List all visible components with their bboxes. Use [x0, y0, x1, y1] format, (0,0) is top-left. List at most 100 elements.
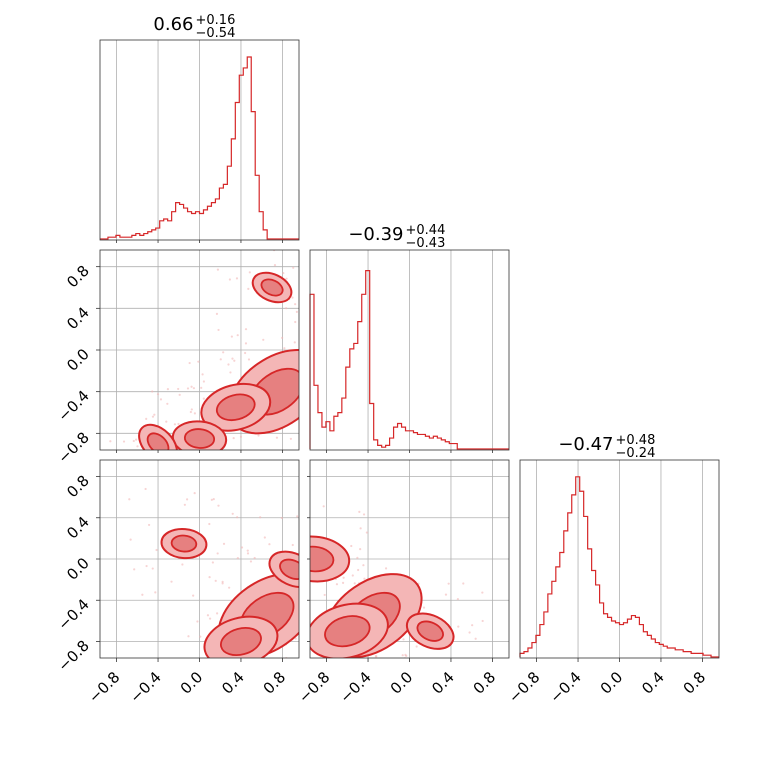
pair-3-1-point — [236, 557, 239, 560]
title-value-2: −0.39 — [348, 224, 403, 245]
title-value-1: 0.66 — [153, 14, 193, 35]
pair-2-1-point — [289, 437, 292, 440]
pair-2-1-point — [244, 342, 248, 345]
pair-3-2-point — [422, 606, 426, 609]
pair-3-1-point — [210, 498, 213, 501]
pair-3-2-point — [362, 513, 366, 516]
pair-2-1-point — [135, 438, 138, 441]
pair-2-1-point — [186, 387, 190, 390]
pair-2-1-point — [244, 351, 247, 355]
pair-2-1-point — [159, 398, 163, 401]
pair-2-1-point — [202, 397, 205, 400]
pair-2-1-point — [285, 307, 288, 310]
pair-2-1-point — [244, 328, 248, 331]
pair-2-1-point — [293, 341, 296, 344]
pair-2-1-contour-inner — [215, 393, 256, 422]
pair-3-1-point — [199, 635, 202, 638]
pair-2-1-point — [275, 436, 279, 439]
pair-3-1-point — [249, 560, 253, 563]
title-lower-error-1: −0.54 — [196, 26, 236, 41]
pair-3-2-point — [341, 581, 345, 584]
panel-title-3: −0.47 +0.48−0.24 — [558, 433, 655, 461]
pair-2-1-point — [190, 408, 193, 411]
pair-3-1-contour-inner — [170, 534, 198, 553]
pair-3-1-point — [253, 556, 256, 560]
pair-2-1-point — [247, 358, 251, 361]
pair-2-1-point — [177, 422, 180, 426]
panel-title-1: 0.66 +0.16−0.54 — [153, 13, 235, 41]
pair-2-1-point — [132, 439, 135, 443]
pair-2-1-point — [136, 445, 139, 448]
pair-2-1-point — [156, 393, 160, 396]
pair-2-1-point — [200, 386, 203, 389]
pair-3-2-point — [462, 582, 465, 585]
pair-2-1-point — [292, 266, 295, 269]
pair-3-1-point — [217, 504, 220, 507]
title-upper-error-3: +0.48 — [616, 433, 656, 448]
pair-3-2-contours — [310, 505, 484, 658]
pair-3-2-point — [481, 591, 484, 594]
pair-3-2-point — [323, 593, 326, 597]
pair-2-1-point — [189, 410, 192, 414]
pair-3-1-point — [206, 614, 210, 617]
pair-2-1-point — [228, 278, 232, 281]
pair-3-1-point — [144, 487, 147, 491]
pair-2-1-point — [145, 417, 148, 421]
pair-2-1-point — [122, 440, 126, 443]
title-lower-error-3: −0.24 — [616, 446, 656, 461]
pair-3-2-point — [322, 505, 325, 508]
pair-2-1-point — [197, 360, 200, 363]
pair-3-2-panel — [310, 460, 509, 658]
pair-3-2-point — [468, 631, 471, 634]
pair-2-1-point — [294, 303, 297, 306]
pair-2-1-point — [233, 359, 236, 362]
pair-3-1-point — [294, 637, 297, 640]
pair-3-2-point — [358, 510, 361, 513]
pair-3-1-point — [259, 516, 262, 519]
pair-3-2-point — [359, 527, 362, 530]
pair-3-1-point — [211, 561, 214, 564]
pair-3-2-point — [350, 544, 353, 548]
pair-3-1-point — [208, 576, 211, 579]
pair-2-1-point — [151, 390, 154, 393]
pair-2-1-point — [247, 287, 250, 290]
pair-2-1-point — [281, 336, 284, 339]
pair-2-1-point — [229, 371, 232, 374]
pair-2-1-point — [230, 335, 233, 338]
pair-3-1-point — [154, 591, 157, 594]
pair-3-1-point — [151, 567, 154, 570]
pair-3-1-point — [185, 498, 189, 501]
pair-3-1-point — [216, 612, 219, 615]
pair-2-1-contours — [109, 250, 299, 450]
pair-3-1-point — [246, 549, 249, 552]
pair-3-1-point — [222, 542, 226, 545]
pair-2-1-point — [227, 363, 230, 366]
pair-3-1-point — [221, 580, 224, 584]
pair-3-2-contour-inner — [416, 620, 444, 642]
diag-2-panel — [309, 250, 509, 450]
pair-3-2-point — [402, 638, 405, 641]
pair-2-1-point — [177, 387, 180, 391]
pair-3-1-point — [231, 512, 234, 515]
pair-3-1-point — [208, 617, 212, 620]
pair-3-2-point — [362, 564, 365, 567]
pair-2-1-point — [236, 334, 239, 337]
pair-3-2-point — [456, 598, 459, 601]
pair-3-2-point — [481, 619, 484, 623]
pair-2-1-contour-inner — [260, 278, 284, 297]
pair-2-1-point — [216, 268, 220, 271]
pair-2-1-point — [202, 380, 206, 383]
pair-3-2-point — [375, 655, 378, 658]
pair-2-1-point — [193, 412, 196, 415]
pair-3-2-point — [415, 645, 418, 648]
pair-3-1-point — [240, 546, 244, 549]
pair-3-1-point — [128, 498, 131, 501]
pair-3-1-contour-inner — [220, 626, 262, 657]
pair-3-1-point — [129, 538, 132, 541]
pair-2-1-point — [295, 310, 298, 313]
pair-3-1-point — [216, 552, 219, 555]
pair-2-1-point — [222, 351, 225, 354]
pair-2-1-point — [231, 357, 234, 360]
pair-2-1-point — [219, 358, 222, 361]
